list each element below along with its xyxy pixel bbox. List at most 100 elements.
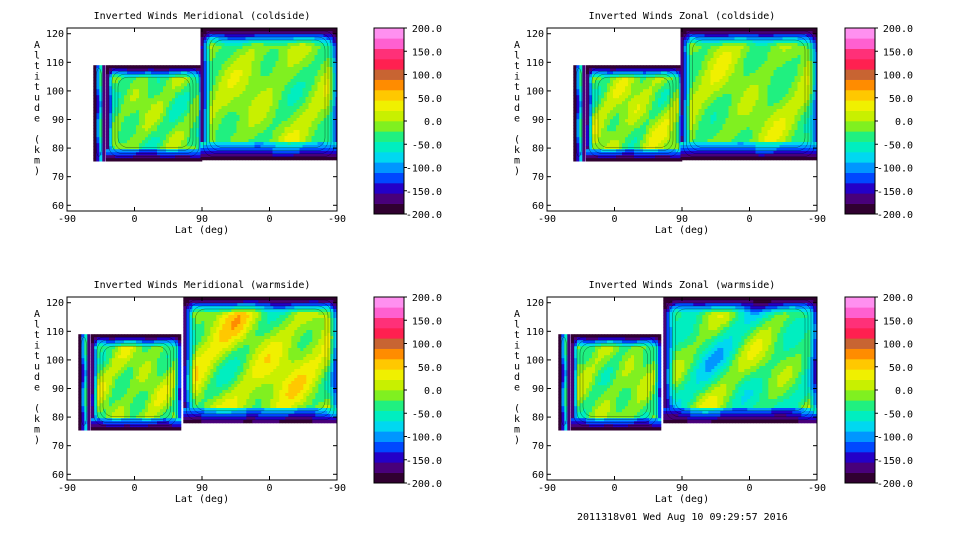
colorbar-swatch	[374, 307, 404, 318]
x-tick-label: -90	[808, 214, 826, 225]
colorbar-swatch	[374, 462, 404, 473]
colorbar-tick-label: -200.0	[406, 479, 442, 490]
colorbar-swatch	[374, 48, 404, 60]
contour-line	[114, 73, 194, 151]
colorbar-swatch	[845, 297, 875, 308]
y-tick-label: 60	[52, 470, 64, 481]
colorbar-swatch	[374, 390, 404, 401]
colorbar-swatch	[374, 369, 404, 380]
colorbar-swatch	[374, 69, 404, 80]
contour-line	[597, 76, 671, 148]
colorbar-swatch	[845, 48, 875, 60]
colorbar-swatch	[845, 100, 875, 111]
colorbar-tick-label: 0.0	[424, 386, 442, 397]
y-tick-label: 70	[532, 172, 544, 183]
colorbar-tick-label: -150.0	[406, 456, 442, 467]
colorbar-swatch	[845, 452, 875, 463]
y-tick-label: 100	[46, 86, 64, 97]
contour-line	[689, 36, 809, 151]
colorbar-swatch	[845, 79, 875, 91]
colorbar-tick-label: 0.0	[424, 117, 442, 128]
colorbar-swatch	[845, 348, 875, 360]
contour-segment-2	[571, 334, 662, 431]
contour-line	[582, 345, 648, 417]
contour-line	[683, 30, 815, 157]
colorbar-swatch	[845, 328, 875, 339]
x-tick-label: 0	[131, 214, 137, 225]
colorbar-tick-label: -150.0	[406, 187, 442, 198]
colorbar-swatch	[845, 121, 875, 132]
y-tick-label: 90	[532, 384, 544, 395]
colorbar-swatch	[374, 379, 404, 391]
colorbar-swatch	[374, 121, 404, 132]
colorbar-swatch	[845, 307, 875, 318]
contour-line	[686, 33, 812, 154]
colorbar-swatch	[374, 131, 404, 142]
colorbar: 200.0 150.0 100.0 50.0 0.0 -50.0 -100.0 -150.0 -…	[373, 24, 442, 221]
y-tick-label: 80	[52, 144, 64, 155]
colorbar-swatch	[845, 421, 875, 432]
x-tick-label: 0	[746, 214, 752, 225]
contour-segment-1	[558, 334, 571, 431]
colorbar-swatch	[374, 152, 404, 163]
x-tick-label: 0	[266, 214, 272, 225]
contour-segment-1	[93, 65, 106, 162]
y-tick-label: 90	[52, 384, 64, 395]
colorbar-tick-label: -200.0	[877, 479, 913, 490]
y-tick-label: 70	[52, 441, 64, 452]
x-tick-label: -90	[58, 214, 76, 225]
x-tick-label: 90	[196, 483, 208, 494]
contour-panel-3: Inverted Winds Meridional (warmside) -90 0…	[34, 280, 442, 505]
colorbar-swatch	[845, 172, 875, 184]
colorbar-swatch	[374, 183, 404, 194]
y-tick-label: 70	[52, 172, 64, 183]
contour-segment-1	[573, 65, 586, 162]
y-tick-label: 100	[46, 355, 64, 366]
contour-line	[675, 308, 806, 412]
contour-line	[192, 305, 329, 415]
y-tick-label: 120	[46, 29, 64, 40]
colorbar-swatch	[374, 162, 404, 173]
colorbar-tick-label: -100.0	[877, 433, 913, 444]
colorbar-swatch	[374, 28, 404, 39]
colorbar-tick-label: 200.0	[412, 293, 442, 304]
contour-line	[108, 67, 200, 157]
colorbar-swatch	[374, 338, 404, 349]
colorbar-swatch	[374, 100, 404, 111]
colorbar-swatch	[845, 38, 875, 49]
colorbar-tick-label: 50.0	[418, 363, 442, 374]
contour-line	[117, 76, 191, 148]
contour-line	[579, 342, 651, 420]
colorbar-swatch	[845, 410, 875, 422]
colorbar-swatch	[845, 203, 875, 215]
y-tick-label: 120	[526, 298, 544, 309]
colorbar-tick-label: -150.0	[877, 187, 913, 198]
colorbar-tick-label: 200.0	[412, 24, 442, 35]
contour-line	[206, 33, 332, 154]
contour-line	[588, 67, 680, 157]
contour-line	[99, 342, 171, 420]
panel-title: Inverted Winds Zonal (warmside)	[589, 280, 776, 291]
colorbar-tick-label: 200.0	[883, 24, 913, 35]
colorbar-swatch	[845, 162, 875, 173]
contour-line	[96, 67, 102, 157]
colorbar-tick-label: -50.0	[412, 140, 442, 151]
colorbar-tick-label: -50.0	[883, 409, 913, 420]
colorbar-swatch	[374, 172, 404, 184]
colorbar-tick-label: 100.0	[412, 71, 442, 82]
colorbar-tick-label: 100.0	[883, 71, 913, 82]
colorbar-tick-label: 150.0	[883, 316, 913, 327]
colorbar-tick-label: -200.0	[406, 210, 442, 221]
x-tick-label: -90	[538, 483, 556, 494]
colorbar-swatch	[845, 400, 875, 411]
colorbar-swatch	[845, 110, 875, 122]
colorbar-swatch	[845, 131, 875, 142]
colorbar-tick-label: 200.0	[883, 293, 913, 304]
x-tick-label: 0	[611, 214, 617, 225]
colorbar-swatch	[374, 59, 404, 70]
contour-line	[591, 70, 677, 154]
colorbar-swatch	[845, 441, 875, 453]
